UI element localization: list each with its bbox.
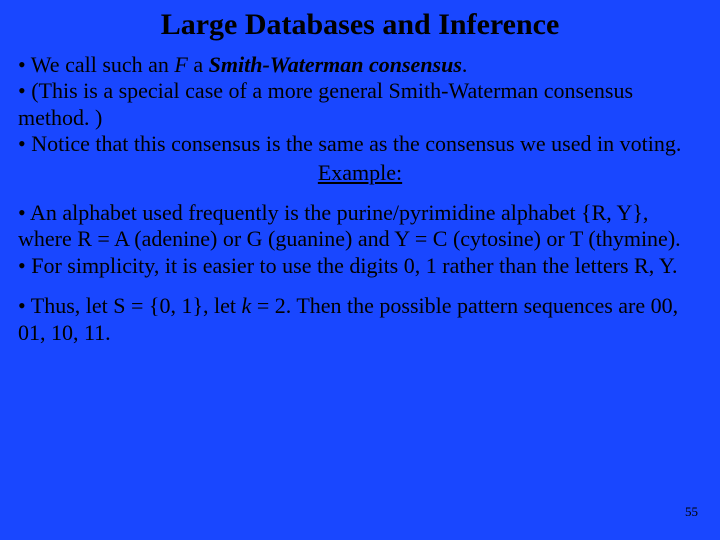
slide-title: Large Databases and Inference: [18, 8, 702, 42]
bullet-1-suffix: .: [462, 52, 468, 77]
bullet-1-mid: a: [188, 52, 209, 77]
bullet-1-prefix: • We call such an: [18, 52, 174, 77]
bullet-3: • Notice that this consensus is the same…: [18, 131, 702, 157]
bullet-1-var: F: [174, 52, 187, 77]
bullet-6: • Thus, let S = {0, 1}, let k = 2. Then …: [18, 293, 702, 346]
bullet-1: • We call such an F a Smith-Waterman con…: [18, 52, 702, 78]
section-3: • Thus, let S = {0, 1}, let k = 2. Then …: [18, 293, 702, 346]
bullet-1-term: Smith-Waterman consensus: [209, 52, 462, 77]
section-2: • An alphabet used frequently is the pur…: [18, 200, 702, 279]
bullet-6-var: k: [242, 293, 252, 318]
bullet-4: • An alphabet used frequently is the pur…: [18, 200, 702, 253]
bullet-5: • For simplicity, it is easier to use th…: [18, 253, 702, 279]
section-1: • We call such an F a Smith-Waterman con…: [18, 52, 702, 186]
page-number: 55: [685, 504, 698, 520]
bullet-2: • (This is a special case of a more gene…: [18, 78, 702, 131]
example-label: Example:: [18, 160, 702, 186]
bullet-6-prefix: • Thus, let S = {0, 1}, let: [18, 293, 242, 318]
